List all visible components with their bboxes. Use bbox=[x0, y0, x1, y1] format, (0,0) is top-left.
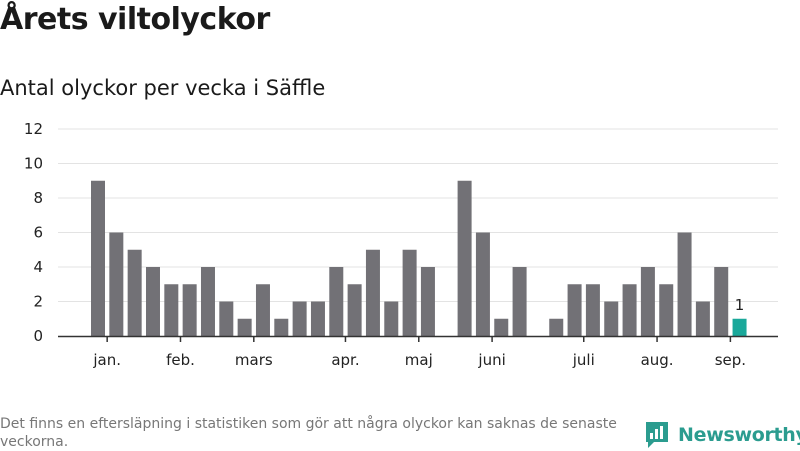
x-tick-label: jan. bbox=[92, 351, 121, 369]
bar bbox=[200, 267, 215, 336]
bar bbox=[274, 318, 289, 336]
newsworthy-logo-icon bbox=[646, 422, 668, 448]
bar bbox=[310, 301, 325, 336]
x-tick-label: aug. bbox=[641, 351, 674, 369]
bar bbox=[695, 301, 710, 336]
y-tick-label: 12 bbox=[24, 120, 43, 138]
bar bbox=[420, 267, 435, 336]
bar bbox=[512, 267, 527, 336]
chart-title: Årets viltolyckor bbox=[0, 2, 270, 37]
bar bbox=[127, 249, 142, 336]
bar bbox=[677, 232, 692, 336]
chart-subtitle: Antal olyckor per vecka i Säffle bbox=[0, 76, 326, 100]
bar bbox=[585, 284, 600, 336]
bar bbox=[475, 232, 490, 336]
x-axis: jan. feb. mars apr. maj juni juli aug. sep. bbox=[58, 335, 778, 369]
bar bbox=[292, 301, 307, 336]
bar-chart: 0 2 4 6 8 10 12 jan. feb. mars apr. maj juni juli aug… bbox=[24, 120, 778, 369]
bar bbox=[347, 284, 362, 336]
bar bbox=[237, 318, 252, 336]
bar bbox=[182, 284, 197, 336]
footnote: Det finns en eftersläpning i statistiken… bbox=[0, 416, 617, 450]
bar bbox=[145, 267, 160, 336]
y-tick-label: 10 bbox=[24, 155, 43, 173]
bar bbox=[622, 284, 637, 336]
x-tick-label: apr. bbox=[331, 351, 359, 369]
bar bbox=[457, 180, 472, 336]
bar bbox=[604, 301, 619, 336]
bar bbox=[91, 180, 105, 336]
brand-logo[interactable]: Newsworthy bbox=[644, 420, 800, 450]
bar bbox=[567, 284, 582, 336]
y-tick-label: 0 bbox=[33, 327, 43, 345]
bar bbox=[640, 267, 655, 336]
data-labels: 1 bbox=[735, 296, 745, 314]
x-tick-label: maj bbox=[405, 351, 433, 369]
bar-value-label: 1 bbox=[735, 296, 745, 314]
bar bbox=[714, 267, 729, 336]
y-tick-label: 4 bbox=[33, 258, 43, 276]
x-tick-label: juni bbox=[477, 351, 505, 369]
x-tick-label: juli bbox=[572, 351, 595, 369]
bar bbox=[402, 249, 417, 336]
bar bbox=[219, 301, 234, 336]
bar bbox=[365, 249, 380, 336]
y-tick-label: 2 bbox=[33, 293, 43, 311]
x-tick-label: mars bbox=[235, 351, 273, 369]
x-tick-label: sep. bbox=[715, 351, 746, 369]
bar-highlight bbox=[732, 318, 747, 336]
bar bbox=[494, 318, 509, 336]
brand-name: Newsworthy bbox=[678, 424, 800, 446]
bar bbox=[164, 284, 179, 336]
bar bbox=[549, 318, 564, 336]
y-tick-label: 6 bbox=[33, 224, 43, 242]
y-axis-ticks: 0 2 4 6 8 10 12 bbox=[24, 120, 43, 345]
bar bbox=[659, 284, 674, 336]
bar bbox=[384, 301, 399, 336]
bar bbox=[109, 232, 124, 336]
bar bbox=[329, 267, 344, 336]
bars bbox=[91, 180, 747, 336]
grid-lines bbox=[58, 128, 778, 302]
y-tick-label: 8 bbox=[33, 189, 43, 207]
bar bbox=[255, 284, 270, 336]
x-tick-label: feb. bbox=[166, 351, 195, 369]
